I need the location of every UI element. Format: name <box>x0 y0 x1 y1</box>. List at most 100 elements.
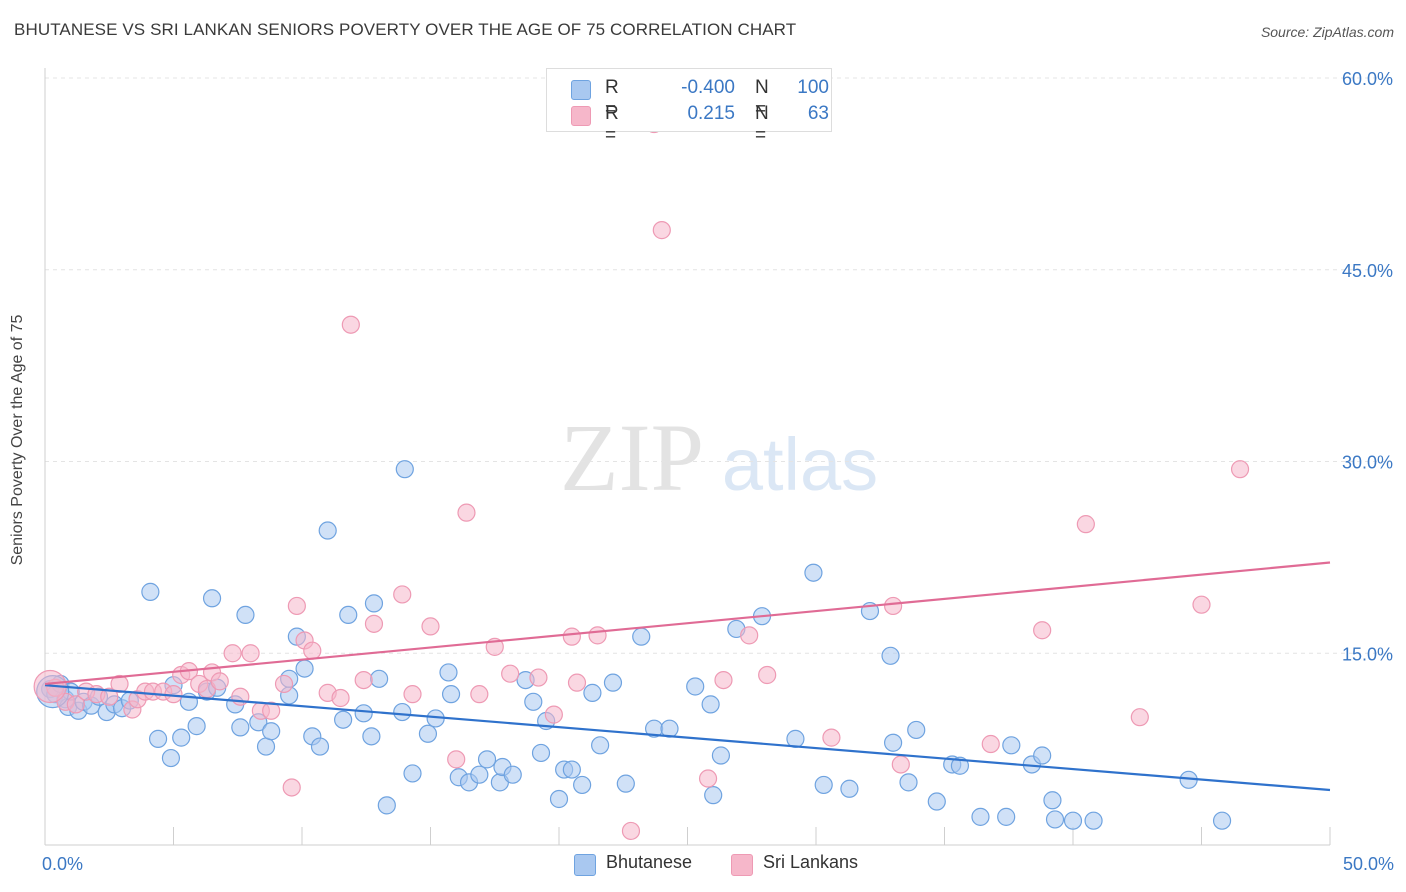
point-bhutanese <box>262 722 281 741</box>
legend-r-value: 0.215 <box>687 103 735 124</box>
point-sri-lankans <box>822 728 841 747</box>
point-sri-lankans <box>981 734 1000 754</box>
point-bhutanese <box>318 521 337 540</box>
point-bhutanese <box>295 659 314 678</box>
point-bhutanese <box>1045 810 1065 829</box>
legend-n-value: 63 <box>807 103 829 124</box>
point-sri-lankans <box>621 821 641 841</box>
point-sri-lankans <box>223 644 242 663</box>
point-bhutanese <box>1043 791 1062 810</box>
trend-lines <box>44 561 1331 792</box>
point-bhutanese <box>1212 811 1232 830</box>
watermark-zip: ZIP <box>560 404 704 511</box>
point-bhutanese <box>403 764 422 783</box>
point-bhutanese <box>364 594 384 613</box>
point-bhutanese <box>310 737 330 756</box>
point-sri-lankans <box>1192 595 1211 614</box>
point-sri-lankans <box>66 695 85 714</box>
bottom-legend-label: Sri Lankans <box>763 852 859 872</box>
point-sri-lankans <box>1230 460 1250 479</box>
point-bhutanese <box>927 792 946 811</box>
point-bhutanese <box>549 789 569 809</box>
point-bhutanese <box>441 685 461 704</box>
point-sri-lankans <box>421 617 440 636</box>
correlation-legend: R = -0.400 N = 100 R = 0.215 N = 63 <box>546 68 832 146</box>
point-bhutanese <box>583 683 602 702</box>
point-bhutanese <box>997 807 1016 826</box>
point-bhutanese <box>883 733 903 752</box>
point-bhutanese <box>1002 736 1021 755</box>
point-sri-lankans <box>393 585 412 604</box>
legend-swatch-sri-lankans <box>571 106 591 126</box>
point-sri-lankans <box>274 674 294 694</box>
point-bhutanese <box>470 765 489 784</box>
point-sri-lankans <box>331 688 350 708</box>
point-sri-lankans <box>447 750 466 769</box>
x-tick-label: 50.0% <box>1343 854 1394 874</box>
point-bhutanese <box>148 729 168 748</box>
point-sri-lankans <box>567 673 587 692</box>
point-bhutanese <box>334 710 353 729</box>
point-sri-lankans <box>758 665 777 685</box>
point-bhutanese <box>354 704 373 723</box>
legend-r-label: R = <box>605 103 619 146</box>
axes <box>44 68 1331 846</box>
point-sri-lankans <box>1033 621 1052 640</box>
point-bhutanese <box>524 692 543 711</box>
point-sri-lankans <box>501 664 520 683</box>
legend-n-value: 100 <box>797 77 829 98</box>
bottom-legend-label: Bhutanese <box>606 852 693 872</box>
point-bhutanese <box>161 748 181 768</box>
point-sri-lankans <box>341 315 360 334</box>
point-sri-lankans <box>740 626 759 645</box>
point-bhutanese <box>418 724 438 743</box>
point-bhutanese <box>370 669 389 688</box>
point-sri-lankans <box>262 701 281 720</box>
point-bhutanese <box>172 728 191 747</box>
point-sri-lankans <box>403 685 422 704</box>
point-sri-lankans <box>529 668 548 687</box>
point-bhutanese <box>899 773 918 792</box>
point-bhutanese <box>701 695 720 714</box>
point-sri-lankans <box>562 627 581 646</box>
point-bhutanese <box>573 775 592 795</box>
y-tick-label: 15.0% <box>1342 644 1393 664</box>
point-bhutanese <box>950 756 970 775</box>
legend-swatch-bhutanese <box>571 80 591 100</box>
y-axis-label: Seniors Poverty Over the Age of 75 <box>9 314 26 566</box>
point-bhutanese <box>562 760 581 779</box>
bottom-legend-swatch-bhutanese <box>574 854 596 876</box>
trend-line-bhutanese <box>44 684 1331 792</box>
point-sri-lankans <box>364 614 384 633</box>
point-bhutanese <box>141 582 160 601</box>
y-tick-label: 30.0% <box>1342 453 1393 473</box>
point-bhutanese <box>377 796 396 815</box>
point-bhutanese <box>187 717 206 736</box>
point-sri-lankans <box>100 687 119 706</box>
point-bhutanese <box>231 718 250 737</box>
point-bhutanese <box>711 746 731 765</box>
point-sri-lankans <box>1076 515 1095 534</box>
point-bhutanese <box>881 646 900 665</box>
point-sri-lankans <box>652 221 671 240</box>
point-bhutanese <box>477 750 497 769</box>
y-tick-label: 45.0% <box>1342 261 1393 281</box>
y-tick-label: 60.0% <box>1342 69 1393 89</box>
point-bhutanese <box>236 605 255 625</box>
watermark: ZIP atlas <box>560 404 878 511</box>
point-bhutanese <box>603 673 623 692</box>
tick-labels: 15.0% 30.0% 45.0% 60.0% 0.0% 50.0% <box>42 69 1394 874</box>
point-sri-lankans <box>891 755 910 774</box>
point-sri-lankans <box>354 670 373 690</box>
point-bhutanese <box>1084 811 1103 830</box>
bottom-legend-swatch-sri-lankans <box>731 854 753 876</box>
point-bhutanese <box>591 736 610 755</box>
legend-r-value: -0.400 <box>681 77 735 98</box>
point-bhutanese <box>704 786 723 805</box>
point-bhutanese <box>393 702 412 722</box>
point-sri-lankans <box>883 596 903 616</box>
point-sri-lankans <box>457 503 476 522</box>
points-layer <box>33 114 1250 841</box>
point-sri-lankans <box>714 670 733 690</box>
